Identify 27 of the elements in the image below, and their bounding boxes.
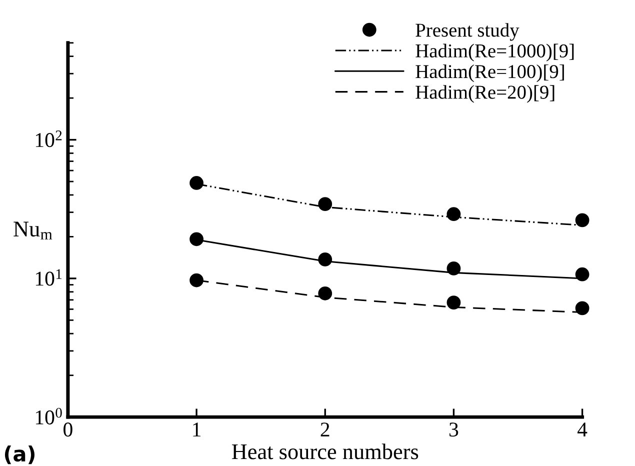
point (446, 207, 461, 222)
point (190, 176, 204, 190)
y-tick-label: 10$^{0}$ (36, 408, 62, 424)
point (318, 286, 332, 300)
x-axis-title: Heat source numbers (232, 444, 418, 460)
legend-label: Hadim(Re=20)[9] (416, 85, 554, 103)
y-tick-label: 10$^{2}$ (36, 130, 62, 148)
point (446, 262, 461, 276)
text: (a) (4, 446, 34, 464)
point (575, 267, 590, 282)
legend-label: Hadim(Re=1000)[9] (416, 44, 574, 62)
point (318, 252, 332, 266)
x-tick-label: 0 (64, 422, 72, 437)
x-tick-label: 1 (193, 422, 200, 436)
legend-label: Present study (416, 23, 520, 41)
point (575, 213, 590, 228)
point (190, 273, 204, 288)
y-tick-label: 10$^{1}$ (36, 269, 62, 286)
y-axis-title: Nu$_{m}$ (14, 222, 52, 240)
point (318, 197, 332, 211)
x-tick-label: 4 (577, 422, 588, 436)
point (190, 232, 204, 246)
point (446, 296, 461, 310)
x-tick-label: 3 (449, 422, 458, 437)
legend-label: Hadim(Re=100)[9] (416, 64, 564, 82)
x-tick-label: 2 (320, 422, 330, 436)
point (575, 301, 590, 316)
